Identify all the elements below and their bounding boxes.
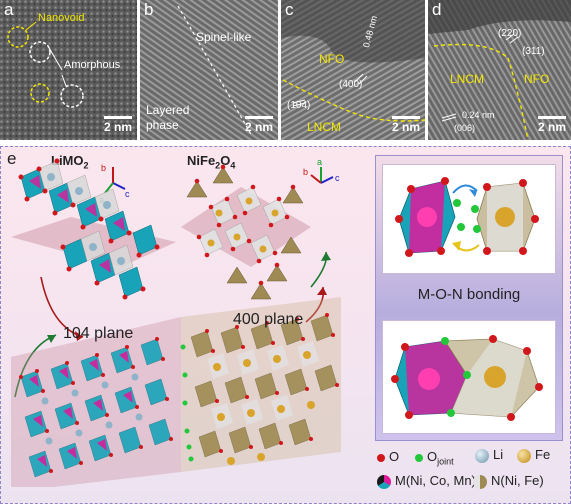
axes-indicator-right bbox=[310, 167, 334, 184]
lncm-label-c: LNCM bbox=[307, 120, 342, 134]
nfo-label-c: NFO bbox=[319, 52, 345, 66]
axis-c-left: c bbox=[125, 189, 130, 199]
spacing-024-label: 0.24 nm bbox=[462, 110, 495, 120]
legend-n: N(Ni, Fe) bbox=[473, 473, 544, 489]
nanovoid-label: Nanovoid bbox=[38, 12, 85, 24]
plane-220-label: (220) bbox=[498, 28, 522, 39]
ojoint-dot-icon bbox=[415, 453, 423, 462]
scale-bar-c: 2 nm bbox=[391, 116, 420, 134]
legend-oxygen: O bbox=[377, 449, 399, 464]
legend-fe: Fe bbox=[517, 447, 550, 463]
lncm-label-d: LNCM bbox=[450, 72, 485, 86]
scale-bar-d: 2 nm bbox=[537, 116, 566, 134]
heterostructure bbox=[11, 297, 341, 487]
panel-label-b: b bbox=[144, 0, 154, 19]
bonding-illustration-top bbox=[382, 164, 556, 274]
scale-bar-a: 2 nm bbox=[103, 116, 132, 134]
legend-li: Li bbox=[475, 447, 503, 463]
panel-label-c: c bbox=[285, 0, 294, 19]
nfo-label-d: NFO bbox=[524, 72, 550, 86]
tem-texture-a bbox=[0, 0, 137, 140]
bonding-illustration-bottom bbox=[382, 320, 556, 434]
li-sphere-icon bbox=[475, 448, 489, 463]
bonding-label: M-O-N bonding bbox=[417, 286, 521, 303]
bonding-top-svg bbox=[395, 177, 539, 257]
axis-b-right: b bbox=[303, 167, 308, 177]
scale-bar-b: 2 nm bbox=[244, 116, 273, 134]
panel-label-e: e bbox=[7, 149, 17, 168]
tem-panel-a: a Nanovoid Amorphous 2 nm bbox=[0, 0, 137, 140]
legend-m: M(Ni, Co, Mn) bbox=[377, 473, 476, 489]
plane-006-label: (006) bbox=[454, 123, 476, 133]
bonding-bottom-svg bbox=[391, 335, 543, 421]
panel-e-crystal-schematic: e LiMO2 NiFe2O4 b c a b c a bbox=[0, 146, 571, 504]
limo2-structure bbox=[11, 158, 176, 300]
spinel-like-label: Spinel-like bbox=[196, 30, 252, 44]
panel-label-a: a bbox=[4, 0, 14, 19]
axis-b-left: b bbox=[101, 163, 106, 173]
legend-ojoint: Ojoint bbox=[415, 449, 454, 467]
axis-c-right: c bbox=[335, 173, 340, 183]
oxygen-dot-icon bbox=[377, 453, 385, 462]
panel-label-d: d bbox=[432, 0, 442, 19]
plane-311-label: (311) bbox=[522, 46, 545, 57]
plane-104-caption: 104 plane bbox=[63, 325, 134, 342]
tem-panel-b: b Spinel-like Layered phase 2 nm bbox=[140, 0, 278, 140]
tem-panel-d: d (220) (311) LNCM NFO 0.24 nm (006) 2 n… bbox=[428, 0, 571, 140]
bonding-box: M-O-N bonding bbox=[375, 155, 563, 441]
tem-panel-c: c NFO 0.48 nm (400) (104) LNCM 2 nm bbox=[281, 0, 425, 140]
axis-a-right: a bbox=[317, 157, 322, 167]
amorphous-label: Amorphous bbox=[64, 59, 121, 71]
limo2-title: LiMO2 bbox=[51, 153, 89, 171]
nife2o4-title: NiFe2O4 bbox=[187, 153, 236, 171]
plane-400-label: (400) bbox=[339, 79, 363, 90]
plane-400-caption: 400 plane bbox=[233, 311, 304, 328]
axes-indicator-left bbox=[104, 167, 126, 194]
plane-104-label: (104) bbox=[287, 100, 311, 111]
n-polyhedron-icon bbox=[473, 474, 487, 489]
phase-label: phase bbox=[146, 118, 179, 132]
m-polyhedron-icon bbox=[377, 474, 391, 489]
crystal-structures: b c a b c a bbox=[11, 157, 341, 487]
tem-texture-d bbox=[428, 0, 571, 140]
nife2o4-structure bbox=[181, 164, 311, 300]
layered-label: Layered bbox=[146, 103, 190, 117]
fe-sphere-icon bbox=[517, 448, 531, 463]
